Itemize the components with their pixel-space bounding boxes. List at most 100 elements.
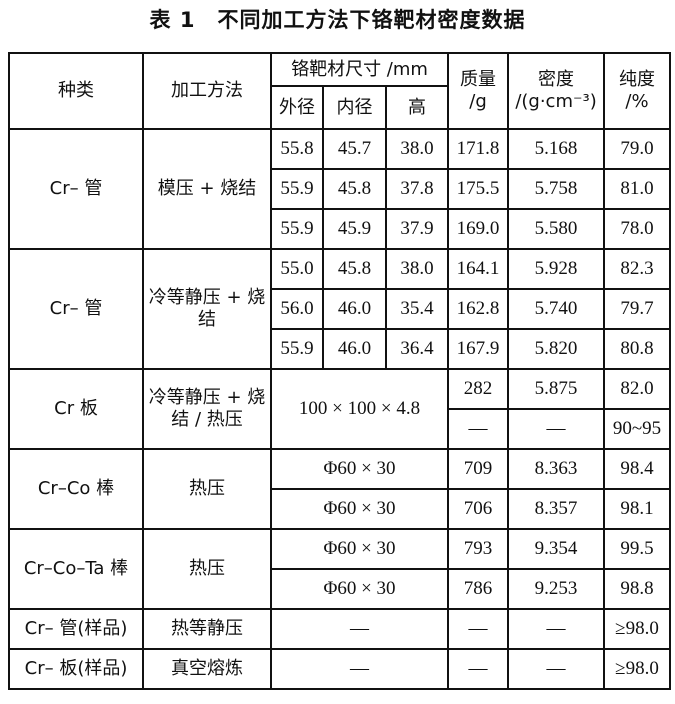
outer-diameter-cell: 55.0 xyxy=(270,248,324,290)
size-cell: — xyxy=(269,608,450,650)
density-cell: 5.580 xyxy=(507,208,606,250)
inner-diameter-cell: 46.0 xyxy=(322,288,387,330)
header-outer: 外径 xyxy=(270,85,324,130)
density-cell: 5.740 xyxy=(507,288,606,330)
inner-diameter-cell: 45.8 xyxy=(322,168,387,210)
table-row: Cr– 管(样品) 热等静压 — — — ≥98.0 xyxy=(8,608,672,650)
density-cell: — xyxy=(507,648,606,690)
table-row: Φ60 × 30 786 9.253 98.8 xyxy=(9,568,672,610)
purity-cell: 90~95 xyxy=(603,408,672,450)
mass-cell: 169.0 xyxy=(447,208,510,250)
density-cell: 5.758 xyxy=(507,168,606,210)
type-cell: Cr– 管 xyxy=(8,248,144,370)
density-cell: 9.354 xyxy=(507,528,606,570)
mass-cell: — xyxy=(447,408,510,450)
mass-cell: 786 xyxy=(447,568,510,610)
density-cell: 5.168 xyxy=(507,128,606,170)
header-inner: 内径 xyxy=(322,85,387,130)
mass-cell: 175.5 xyxy=(447,168,510,210)
table-row: Φ60 × 30 706 8.357 98.1 xyxy=(9,488,672,530)
height-cell: 38.0 xyxy=(384,248,450,290)
table-row: 55.9 46.0 36.4 167.9 5.820 80.8 xyxy=(9,328,672,370)
type-cell: Cr 板 xyxy=(8,368,144,450)
height-cell: 37.8 xyxy=(384,168,450,210)
method-cell: 真空熔炼 xyxy=(142,648,272,690)
density-cell: 8.363 xyxy=(507,448,606,490)
purity-cell: 80.8 xyxy=(603,328,672,370)
type-cell: Cr–Co–Ta 棒 xyxy=(8,528,144,610)
mass-cell: 171.8 xyxy=(447,128,510,170)
outer-diameter-cell: 55.8 xyxy=(270,128,324,170)
density-cell: 5.820 xyxy=(507,328,606,370)
table-row: 56.0 46.0 35.4 162.8 5.740 79.7 xyxy=(9,288,672,330)
table-row: Cr– 管模压 + 烧结 55.8 45.7 38.0 171.8 5.168 79.0 xyxy=(8,128,672,250)
purity-cell: 81.0 xyxy=(603,168,672,210)
mass-cell: 282 xyxy=(447,368,510,410)
mass-cell: — xyxy=(447,648,510,690)
header-height: 高 xyxy=(384,85,450,130)
inner-diameter-cell: 45.9 xyxy=(322,208,387,250)
purity-cell: 79.0 xyxy=(603,128,672,170)
header-purity: 纯度 /% xyxy=(603,52,672,130)
size-cell: Φ60 × 30 xyxy=(269,568,450,610)
size-cell: 100 × 100 × 4.8 xyxy=(269,368,450,450)
method-cell: 模压 + 烧结 xyxy=(142,128,272,250)
purity-cell: 98.8 xyxy=(603,568,672,610)
density-cell: 8.357 xyxy=(507,488,606,530)
height-cell: 37.9 xyxy=(384,208,450,250)
purity-cell: 82.3 xyxy=(603,248,672,290)
size-cell: — xyxy=(269,648,450,690)
mass-cell: 162.8 xyxy=(447,288,510,330)
purity-cell: 98.4 xyxy=(603,448,672,490)
table-row: — —90~95 xyxy=(9,408,672,450)
height-cell: 35.4 xyxy=(384,288,450,330)
outer-diameter-cell: 55.9 xyxy=(270,168,324,210)
inner-diameter-cell: 45.8 xyxy=(322,248,387,290)
header-method: 加工方法 xyxy=(142,52,272,130)
size-cell: Φ60 × 30 xyxy=(269,448,450,490)
header-density: 密度 /(g·cm⁻³) xyxy=(507,52,606,130)
outer-diameter-cell: 55.9 xyxy=(270,328,324,370)
density-cell: 9.253 xyxy=(507,568,606,610)
purity-cell: 78.0 xyxy=(603,208,672,250)
table-row: Cr 板冷等静压 + 烧结 / 热压 100 × 100 × 4.8 282 5.87… xyxy=(8,368,672,450)
purity-cell: 98.1 xyxy=(603,488,672,530)
inner-diameter-cell: 45.7 xyxy=(322,128,387,170)
purity-cell: ≥98.0 xyxy=(603,608,672,650)
density-table: 种类 加工方法 铬靶材尺寸 /mm 质量 /g 密度 /(g·cm⁻³) 纯度 … xyxy=(8,52,672,690)
inner-diameter-cell: 46.0 xyxy=(322,328,387,370)
type-cell: Cr– 管(样品) xyxy=(8,608,144,650)
type-cell: Cr–Co 棒 xyxy=(8,448,144,530)
density-cell: 5.875 xyxy=(507,368,606,410)
table-title: 表 1 不同加工方法下铬靶材密度数据 xyxy=(149,8,526,32)
type-cell: Cr– 板(样品) xyxy=(8,648,144,690)
mass-cell: 164.1 xyxy=(447,248,510,290)
size-cell: Φ60 × 30 xyxy=(269,488,450,530)
height-cell: 36.4 xyxy=(384,328,450,370)
method-cell: 热等静压 xyxy=(142,608,272,650)
table-body: Cr– 管模压 + 烧结 55.8 45.7 38.0 171.8 5.168 79.0 55… xyxy=(8,128,672,690)
table-row: 55.9 45.9 37.9 169.0 5.580 78.0 xyxy=(9,208,672,250)
table-row: Cr– 板(样品) 真空熔炼 — — — ≥98.0 xyxy=(8,648,672,690)
density-cell: 5.928 xyxy=(507,248,606,290)
mass-cell: 167.9 xyxy=(447,328,510,370)
density-cell: — xyxy=(507,408,606,450)
mass-cell: 793 xyxy=(447,528,510,570)
method-cell: 热压 xyxy=(142,448,272,530)
outer-diameter-cell: 55.9 xyxy=(270,208,324,250)
header-type: 种类 xyxy=(8,52,144,130)
type-cell: Cr– 管 xyxy=(8,128,144,250)
mass-cell: — xyxy=(447,608,510,650)
size-cell: Φ60 × 30 xyxy=(269,528,450,570)
purity-cell: 79.7 xyxy=(603,288,672,330)
mass-cell: 709 xyxy=(447,448,510,490)
purity-cell: 99.5 xyxy=(603,528,672,570)
method-cell: 热压 xyxy=(142,528,272,610)
header-row: 外径 内径 高 xyxy=(9,85,670,130)
header-row: 种类 加工方法 铬靶材尺寸 /mm 质量 /g 密度 /(g·cm⁻³) 纯度 … xyxy=(8,52,672,130)
purity-cell: ≥98.0 xyxy=(603,648,672,690)
mass-cell: 706 xyxy=(447,488,510,530)
method-cell: 冷等静压 + 烧结 / 热压 xyxy=(142,368,272,450)
header-size: 铬靶材尺寸 /mm xyxy=(269,52,450,87)
density-cell: — xyxy=(507,608,606,650)
